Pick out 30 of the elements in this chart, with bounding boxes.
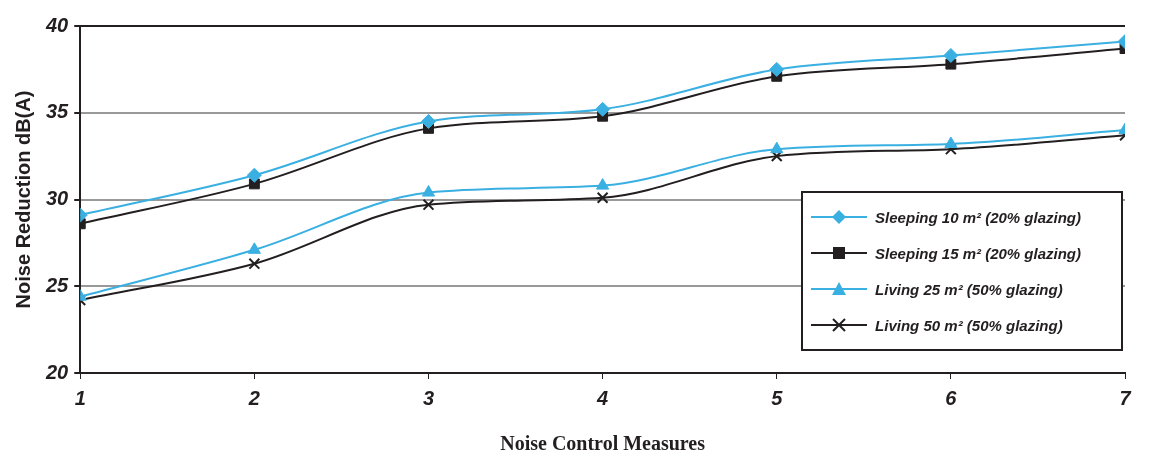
point [248, 257, 261, 270]
legend-label: Living 50 m² (50% glazing) [875, 316, 1063, 334]
point [595, 101, 611, 117]
x-tick-label: 4 [596, 386, 609, 409]
x-axis-title: Noise Control Measures [500, 432, 706, 455]
point [944, 136, 958, 148]
y-tick-label: 30 [46, 187, 69, 210]
y-axis-title: Noise Reduction dB(A) [11, 90, 34, 309]
x-tick-label: 5 [771, 386, 784, 409]
point [769, 61, 785, 77]
point [943, 48, 959, 63]
point [770, 141, 784, 154]
y-tick-label: 25 [45, 273, 70, 296]
x-tick-label: 2 [247, 386, 260, 409]
y-tick-label: 40 [45, 13, 69, 36]
x-tick-label: 7 [1119, 386, 1132, 409]
x-tick-label: 6 [945, 386, 958, 409]
legend-label: Living 25 m² (50% glazing) [875, 280, 1063, 298]
x-tick-label: 3 [422, 386, 435, 409]
legend-label: Sleeping 15 m² (20% glazing) [875, 244, 1081, 262]
point [596, 178, 610, 190]
y-tick-label: 20 [45, 360, 69, 383]
y-tick-label: 35 [46, 100, 70, 123]
point [421, 113, 436, 129]
x-tick-label: 1 [74, 386, 86, 409]
point [770, 150, 783, 163]
point [596, 191, 609, 204]
legend-label: Sleeping 10 m² (20% glazing) [875, 208, 1081, 226]
point [422, 198, 435, 211]
point [421, 185, 436, 197]
